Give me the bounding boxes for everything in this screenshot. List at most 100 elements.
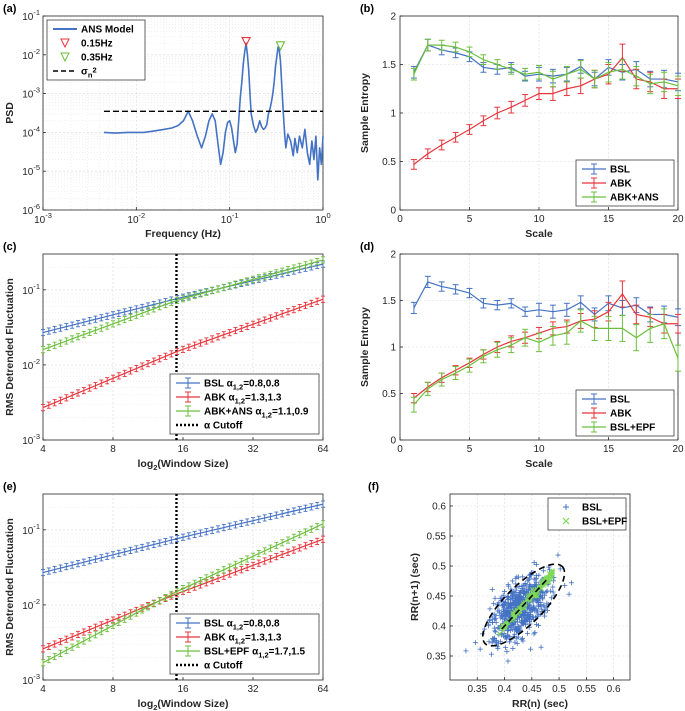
bsl-point: [505, 658, 511, 664]
error-bar: [116, 372, 121, 380]
y-tick-label: 10-5: [22, 163, 40, 178]
legend-label: 0.15Hz: [81, 39, 113, 50]
bsl-point: [504, 628, 510, 634]
bsl-point: [531, 631, 537, 637]
x-tick-label: 8: [110, 444, 116, 455]
bsl-point: [513, 628, 519, 634]
legend-entry: 0.35Hz: [60, 52, 113, 64]
bsl-point: [522, 609, 528, 615]
error-bar: [280, 550, 285, 559]
bsl-point: [502, 613, 508, 619]
bsl-point: [491, 601, 497, 607]
bsl-point: [503, 645, 509, 651]
error-bar: [251, 275, 255, 283]
error-bar: [116, 549, 121, 557]
legend-label: α Cutoff: [204, 661, 243, 672]
error-bar: [175, 535, 180, 543]
error-bar: [93, 631, 98, 639]
error-bar: [128, 313, 133, 321]
error-bar: [466, 287, 473, 299]
error-bar: [424, 275, 431, 288]
error-bar: [410, 396, 417, 413]
error-bar: [297, 304, 302, 312]
error-bar: [286, 548, 290, 556]
error-bar: [233, 280, 238, 288]
legend-entry: ANS Model: [53, 25, 134, 36]
panel-label: (a): [3, 3, 17, 15]
y-tick-label: 0.55: [427, 532, 447, 543]
entropy-line-abk-ans: [413, 44, 679, 87]
error-bar: [256, 550, 261, 558]
error-bar: [563, 302, 570, 317]
error-bar: [321, 520, 325, 528]
error-bar: [41, 568, 45, 577]
error-bar: [577, 60, 584, 79]
error-bar: [163, 301, 168, 309]
x-tick-label: 64: [317, 444, 329, 455]
bsl-point: [490, 636, 496, 642]
error-bar: [494, 300, 501, 311]
bsl-point: [516, 624, 522, 630]
error-bar: [438, 39, 445, 51]
error-bar: [87, 328, 92, 336]
x-tick-label: 0.4: [498, 684, 512, 695]
error-bar: [466, 358, 473, 373]
legend-label: BSL+EPF: [610, 423, 655, 434]
error-bar: [549, 70, 556, 88]
error-bar: [274, 541, 279, 550]
error-bar: [175, 296, 180, 304]
bsl-point: [492, 639, 498, 645]
error-bar: [105, 322, 110, 330]
error-bar: [291, 306, 296, 314]
legend-entry: ABK α1,2=1.3,1.3: [176, 391, 282, 406]
error-bar: [146, 542, 150, 550]
y-tick-label: 10-1: [22, 282, 40, 297]
legend-label: BSL α1,2=0.8,0.8: [204, 379, 280, 392]
error-bar: [227, 329, 232, 337]
error-bar: [280, 267, 285, 275]
error-bar: [111, 621, 115, 630]
panel-label: (c): [3, 241, 17, 253]
error-bar: [163, 537, 168, 546]
bsl-point: [504, 594, 510, 600]
x-tick-label: 15: [603, 214, 615, 225]
x-tick-label: 32: [247, 684, 259, 695]
error-bar: [262, 272, 267, 280]
error-bar: [186, 582, 191, 590]
error-bar: [93, 623, 98, 631]
bsl-point: [508, 595, 514, 601]
error-bar: [157, 539, 162, 547]
error-bar: [122, 615, 127, 623]
error-bar: [303, 261, 308, 269]
error-bar: [438, 139, 445, 151]
error-bar: [76, 320, 80, 328]
bsl-point: [545, 607, 551, 613]
bsl-point: [493, 612, 499, 618]
x-tick-label: 10-3: [34, 211, 52, 226]
bsl-point: [497, 595, 503, 601]
y-axis-label: Sample Entropy: [359, 307, 371, 387]
error-bar: [151, 540, 156, 549]
error-bar: [134, 364, 139, 373]
legend-entry: BSL+EPF: [582, 421, 655, 434]
error-bar: [41, 659, 45, 667]
error-bar: [227, 282, 232, 290]
error-bar: [210, 526, 215, 534]
error-bar: [262, 557, 267, 565]
error-bar: [291, 507, 296, 515]
error-bar: [591, 69, 598, 89]
panel-label: (d): [360, 241, 374, 253]
bsl-point: [530, 603, 536, 609]
error-bar: [81, 637, 86, 645]
legend-entry: BSL α1,2=0.8,0.8: [176, 617, 280, 632]
error-bar: [633, 324, 640, 352]
x-tick-label: 10: [533, 444, 545, 455]
error-bar: [64, 394, 69, 402]
error-bar: [286, 536, 290, 544]
bsl-point: [536, 604, 542, 610]
bsl-point: [495, 645, 501, 651]
error-bar: [291, 264, 296, 272]
error-bar: [522, 94, 529, 107]
error-bar: [111, 311, 115, 319]
error-bar: [410, 159, 417, 170]
